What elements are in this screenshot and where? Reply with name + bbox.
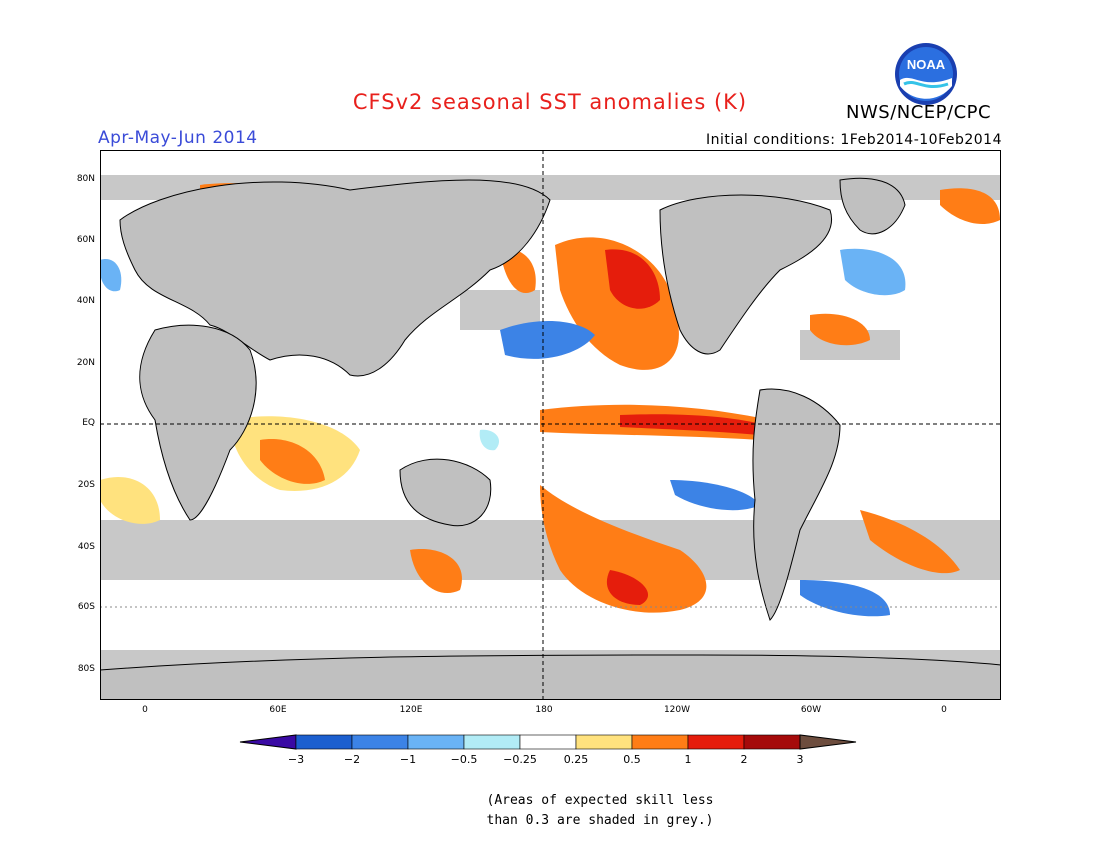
- lon-label: 0: [941, 705, 947, 715]
- chart-title: CFSv2 seasonal SST anomalies (K): [352, 90, 748, 114]
- land-masses: [100, 177, 1001, 700]
- lat-label: 60S: [77, 602, 95, 612]
- lat-label: EQ: [82, 418, 95, 428]
- lon-label: 120W: [663, 705, 691, 715]
- colorbar-label: 1: [684, 753, 692, 766]
- land-antarctica: [100, 654, 1001, 700]
- colorbar: [239, 734, 857, 750]
- colorbar-label: 0.25: [563, 753, 589, 766]
- lon-label: 60E: [269, 705, 287, 715]
- lat-label: 40S: [77, 542, 95, 552]
- sst-anomaly-map: [100, 150, 1001, 700]
- lon-label: 180: [535, 705, 553, 715]
- lon-label: 60W: [800, 705, 822, 715]
- colorbar-swatch: [631, 734, 689, 750]
- colorbar-label: 3: [796, 753, 804, 766]
- lon-label: 120E: [399, 705, 423, 715]
- land-north-america: [659, 194, 833, 355]
- colorbar-swatch: [463, 734, 521, 750]
- colorbar-swatch: [407, 734, 465, 750]
- negative-anomaly-areas: [100, 248, 906, 617]
- colorbar-label: −3: [287, 753, 305, 766]
- logo-text: NOAA: [907, 57, 946, 72]
- land-africa: [139, 324, 257, 521]
- land-australia: [399, 458, 492, 527]
- colorbar-label: 0.5: [623, 753, 641, 766]
- colorbar-swatch: [743, 734, 801, 750]
- skill-note-line2: than 0.3 are shaded in grey.): [486, 813, 714, 828]
- noaa-logo: NOAA: [895, 43, 957, 105]
- land-south-america: [752, 388, 841, 621]
- colorbar-label: −1: [399, 753, 417, 766]
- lat-label: 20S: [77, 480, 95, 490]
- lat-label: 80S: [77, 664, 95, 674]
- skill-note-line1: (Areas of expected skill less: [486, 793, 714, 808]
- colorbar-swatch: [519, 734, 577, 750]
- colorbar-swatch: [687, 734, 745, 750]
- colorbar-label: −2: [343, 753, 361, 766]
- colorbar-swatch: [295, 734, 353, 750]
- initial-conditions-label: Initial conditions: 1Feb2014-10Feb2014: [706, 132, 1002, 148]
- colorbar-label: 2: [740, 753, 748, 766]
- lat-label: 40N: [76, 296, 95, 306]
- colorbar-swatch: [239, 734, 297, 750]
- agency-label: NWS/NCEP/CPC: [846, 102, 992, 123]
- season-label: Apr-May-Jun 2014: [98, 128, 258, 148]
- lon-label: 0: [142, 705, 148, 715]
- colorbar-swatch: [575, 734, 633, 750]
- lat-label: 60N: [76, 235, 95, 245]
- land-greenland: [839, 177, 906, 235]
- land-eurasia: [119, 179, 551, 377]
- colorbar-swatch: [799, 734, 857, 750]
- colorbar-swatch: [351, 734, 409, 750]
- colorbar-label: −0.5: [450, 753, 478, 766]
- colorbar-label: −0.25: [503, 753, 537, 766]
- map-frame: [100, 150, 1001, 700]
- lat-label: 20N: [76, 358, 95, 368]
- lat-label: 80N: [76, 174, 95, 184]
